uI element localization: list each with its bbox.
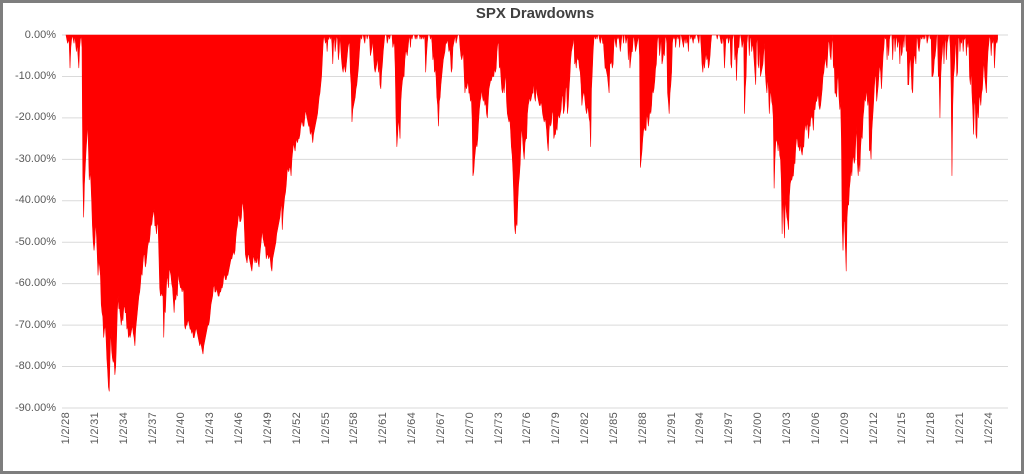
- y-axis-label: -30.00%: [15, 152, 56, 165]
- y-axis-label: -70.00%: [15, 318, 56, 331]
- chart-title: SPX Drawdowns: [475, 5, 595, 22]
- x-axis-label: 1/2/12: [867, 412, 880, 445]
- x-axis-label: 1/2/43: [204, 412, 217, 445]
- x-axis-label: 1/2/55: [319, 412, 332, 445]
- x-axis-label: 1/2/46: [233, 412, 245, 445]
- x-axis-label: 1/2/34: [117, 412, 130, 445]
- y-axis-label: -20.00%: [15, 111, 56, 124]
- x-axis-label: 1/2/94: [694, 412, 707, 445]
- x-axis-label: 1/2/97: [723, 412, 736, 445]
- x-axis-label: 1/2/49: [261, 412, 274, 445]
- x-axis-label: 1/2/70: [463, 412, 476, 445]
- y-axis-label: -60.00%: [15, 277, 56, 290]
- y-axis-label: 0.00%: [24, 28, 56, 41]
- x-axis-label: 1/2/82: [579, 412, 592, 445]
- x-axis-label: 1/2/76: [521, 412, 534, 445]
- y-axis-label: -10.00%: [15, 69, 56, 82]
- x-axis-label: 1/2/28: [60, 412, 72, 445]
- x-axis-label: 1/2/24: [982, 412, 995, 445]
- x-axis-label: 1/2/31: [88, 412, 101, 445]
- x-axis-label: 1/2/67: [434, 412, 447, 445]
- x-axis-label: 1/2/03: [780, 412, 793, 445]
- drawdown-area-series: [65, 34, 998, 392]
- x-axis-label: 1/2/15: [896, 412, 909, 445]
- x-axis-label: 1/2/09: [838, 412, 851, 445]
- x-axis-label: 1/2/18: [925, 412, 938, 445]
- x-axis-label: 1/2/64: [406, 412, 419, 445]
- x-axis-label: 1/2/61: [377, 412, 390, 445]
- x-axis-label: 1/2/88: [636, 412, 649, 445]
- x-axis-label: 1/2/79: [550, 412, 563, 445]
- y-axis-label: -50.00%: [15, 235, 56, 248]
- x-axis-label: 1/2/58: [348, 412, 361, 445]
- y-axis-label: -80.00%: [15, 360, 56, 373]
- y-axis-label: -90.00%: [15, 401, 56, 414]
- x-axis-label: 1/2/85: [607, 412, 620, 445]
- y-axis-label: -40.00%: [15, 194, 56, 207]
- x-axis-label: 1/2/91: [665, 412, 678, 445]
- x-axis-label: 1/2/06: [809, 412, 822, 445]
- x-axis-label: 1/2/73: [492, 412, 505, 445]
- x-axis-label: 1/2/52: [290, 412, 303, 445]
- x-axis-label: 1/2/37: [146, 412, 159, 445]
- x-axis-label: 1/2/00: [752, 412, 765, 445]
- x-axis-label: 1/2/40: [175, 412, 188, 445]
- x-axis-label: 1/2/21: [954, 412, 966, 445]
